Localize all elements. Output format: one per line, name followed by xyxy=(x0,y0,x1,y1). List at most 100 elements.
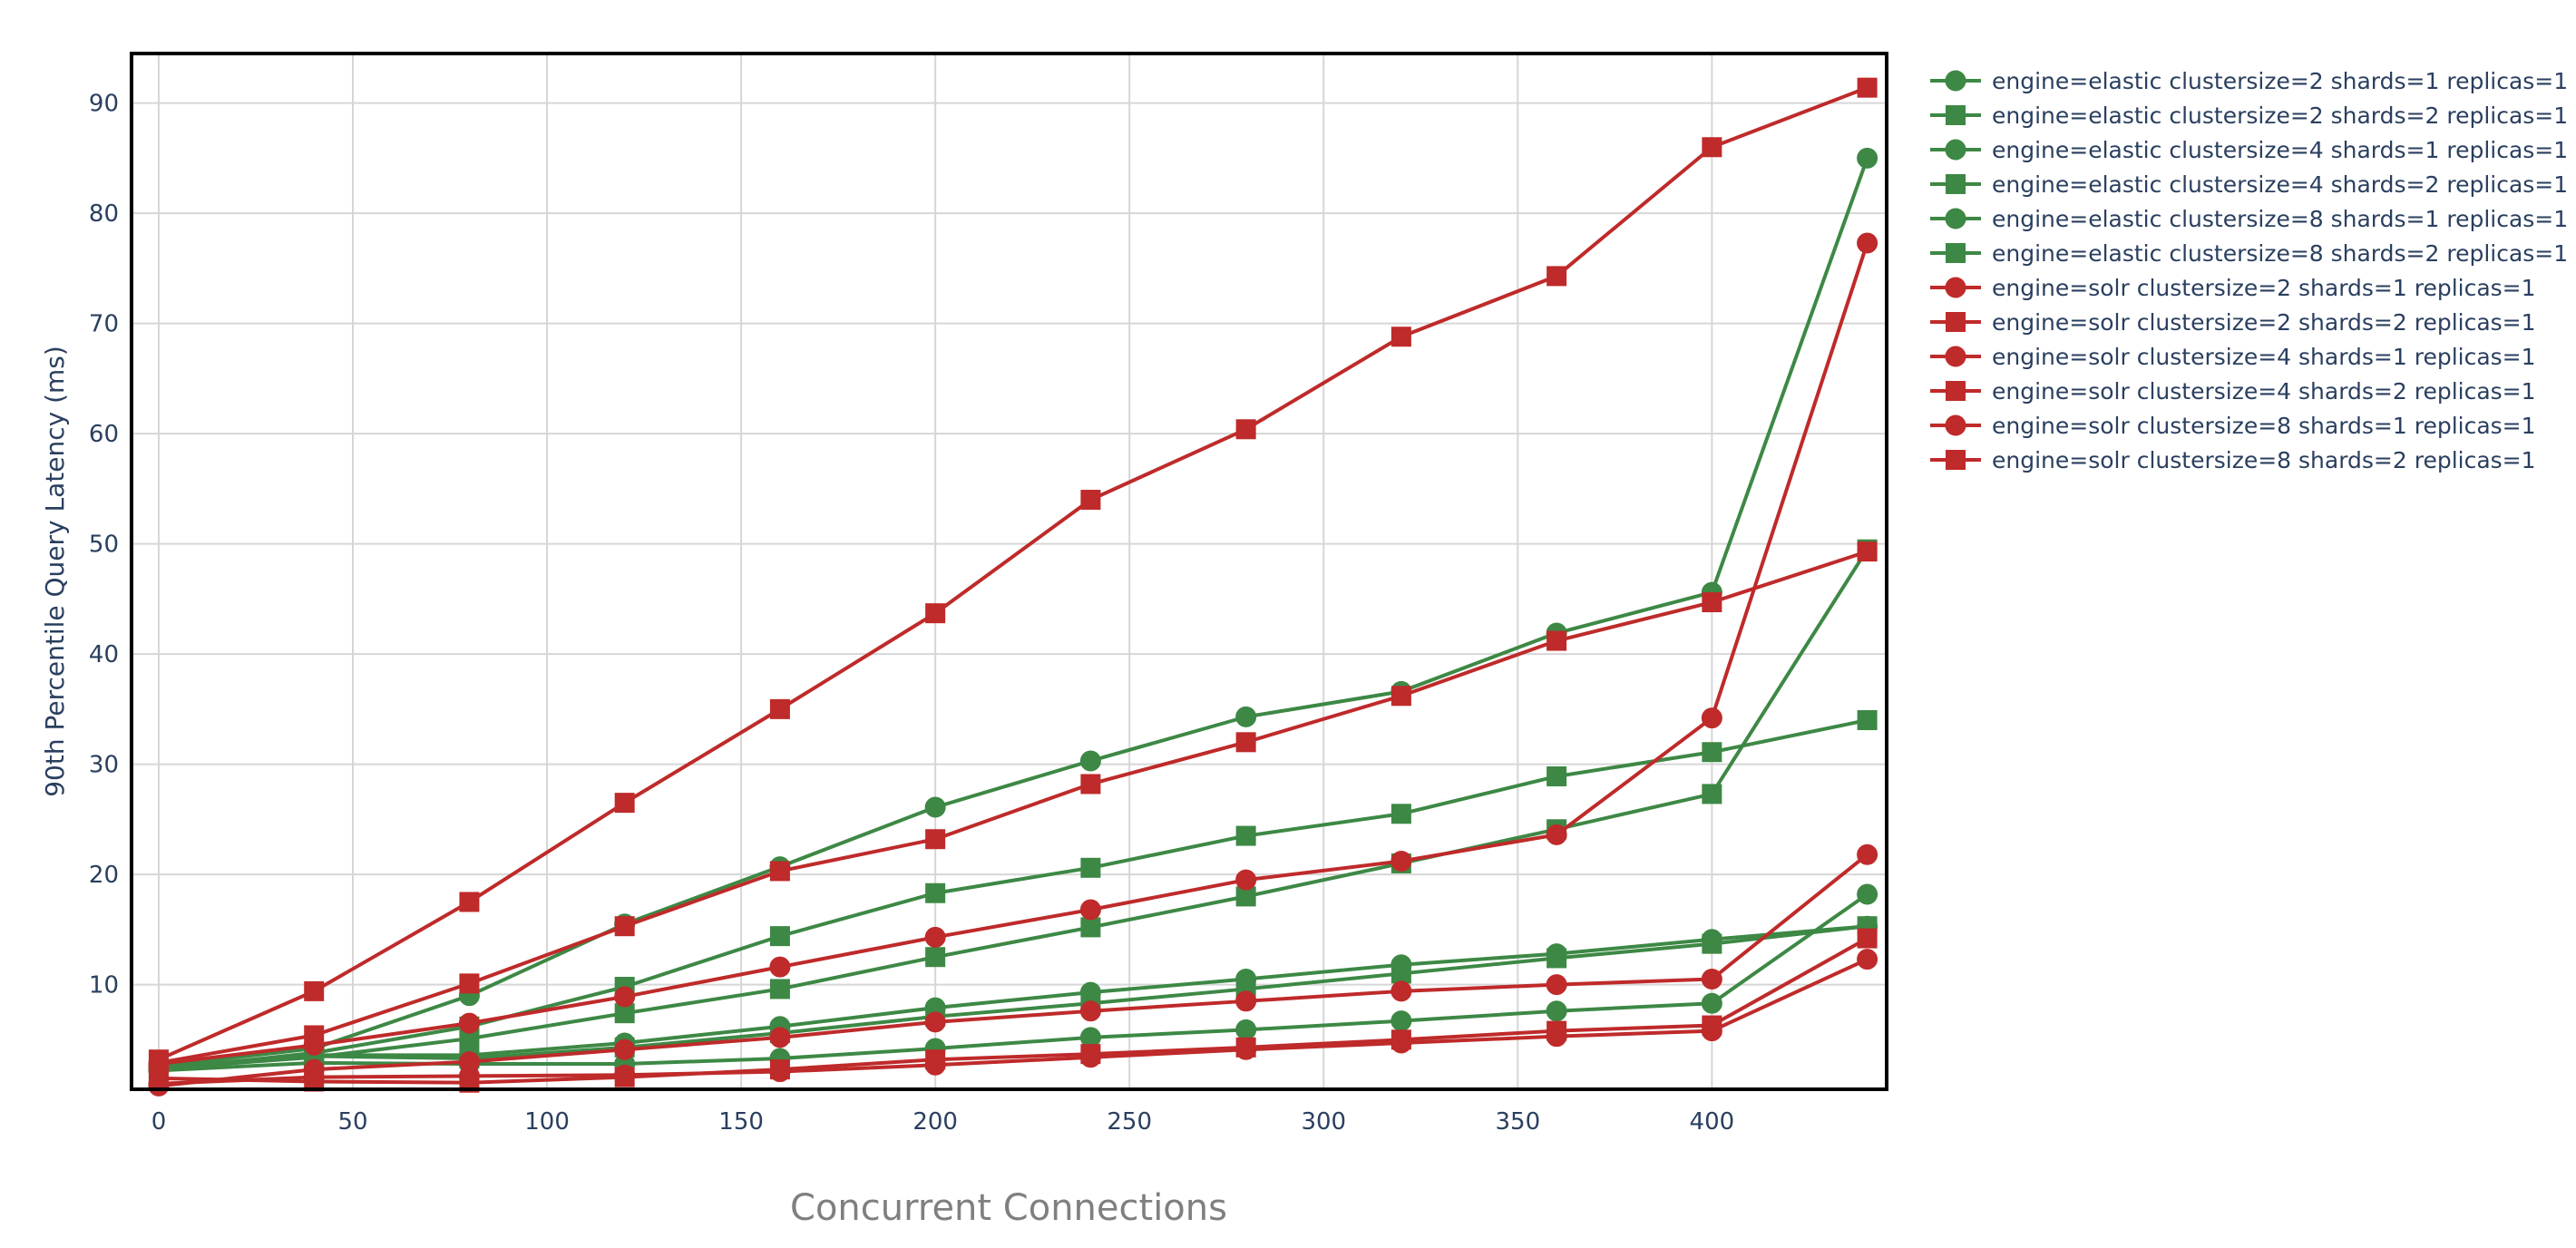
axis-ticks: 0 50 100 150 200 250 300 350 400 10 20 30 40 50 60 70 80… xyxy=(89,91,1734,1136)
x-tick-label: 300 xyxy=(1301,1108,1346,1136)
data-point xyxy=(1547,266,1567,287)
legend-label: engine=elastic clustersize=2 shards=2 re… xyxy=(1992,102,2568,129)
x-tick-label: 100 xyxy=(524,1108,570,1136)
legend-item: engine=solr clustersize=8 shards=1 repli… xyxy=(1930,413,2536,439)
series-line xyxy=(158,924,1868,1069)
data-point xyxy=(1390,804,1411,824)
data-point xyxy=(1235,706,1257,727)
legend-item: engine=elastic clustersize=2 shards=1 re… xyxy=(1930,68,2568,94)
x-tick-label: 350 xyxy=(1495,1108,1540,1136)
legend-item: engine=solr clustersize=2 shards=1 repli… xyxy=(1930,275,2536,301)
data-point xyxy=(1857,232,1878,254)
data-point xyxy=(1390,1029,1411,1050)
data-point xyxy=(1857,710,1878,731)
data-point xyxy=(1546,974,1567,996)
data-point xyxy=(304,1025,325,1046)
legend: engine=elastic clustersize=2 shards=1 re… xyxy=(1930,68,2568,473)
legend-marker xyxy=(1945,414,1966,436)
y-axis-title: 90th Percentile Query Latency (ms) xyxy=(40,346,70,797)
legend-label: engine=solr clustersize=8 shards=1 repli… xyxy=(1992,413,2536,439)
series-line xyxy=(158,853,1869,1088)
data-point xyxy=(1857,147,1878,169)
series-10 xyxy=(148,541,1878,1073)
data-point xyxy=(614,916,635,937)
data-point xyxy=(769,956,791,978)
data-point xyxy=(1702,742,1722,763)
legend-marker xyxy=(1946,105,1966,125)
series-line xyxy=(158,85,1869,1062)
data-point xyxy=(1080,1044,1101,1065)
y-tick-label: 50 xyxy=(89,531,119,559)
data-point xyxy=(1390,963,1411,984)
data-point xyxy=(1547,630,1567,651)
data-point xyxy=(1235,886,1256,907)
data-point xyxy=(459,892,480,912)
data-point xyxy=(614,986,636,1008)
series-line xyxy=(158,718,1868,1072)
data-point xyxy=(1857,883,1878,905)
data-point xyxy=(924,796,946,818)
data-point xyxy=(925,603,946,624)
data-point xyxy=(459,973,480,994)
legend-marker xyxy=(1945,70,1966,92)
legend-label: engine=elastic clustersize=4 shards=2 re… xyxy=(1992,171,2568,198)
legend-marker xyxy=(1946,450,1966,470)
x-tick-label: 400 xyxy=(1690,1108,1735,1136)
data-point xyxy=(1235,869,1257,891)
data-point xyxy=(1235,990,1257,1012)
data-point xyxy=(1390,1010,1412,1032)
series-line xyxy=(158,936,1869,1085)
data-point xyxy=(925,882,946,903)
data-point xyxy=(148,1052,169,1073)
series-line xyxy=(158,957,1869,1086)
data-point xyxy=(1079,1000,1101,1022)
data-point xyxy=(924,926,946,948)
series-line xyxy=(158,548,1869,1070)
data-point xyxy=(459,1029,480,1049)
series-line xyxy=(158,924,1868,1072)
data-point xyxy=(1547,948,1567,969)
legend-item: engine=solr clustersize=4 shards=1 repli… xyxy=(1930,344,2536,370)
data-point xyxy=(1701,707,1722,729)
data-point xyxy=(1702,933,1722,954)
x-axis-title: Concurrent Connections xyxy=(790,1187,1227,1229)
data-point xyxy=(1390,851,1412,873)
data-point xyxy=(1390,327,1411,347)
legend-marker xyxy=(1945,346,1966,367)
data-point xyxy=(1235,1019,1257,1040)
data-point xyxy=(1390,980,1412,1002)
legend-marker xyxy=(1945,277,1966,298)
data-point xyxy=(925,829,946,850)
legend-label: engine=solr clustersize=8 shards=2 repli… xyxy=(1992,447,2536,473)
data-point xyxy=(769,861,790,882)
series-line xyxy=(158,242,1869,1067)
data-point xyxy=(1079,899,1101,921)
data-point xyxy=(1235,419,1256,440)
legend-label: engine=solr clustersize=2 shards=2 repli… xyxy=(1992,309,2536,336)
data-point xyxy=(925,947,946,968)
series-line xyxy=(158,550,1869,1065)
data-point xyxy=(1547,1020,1567,1041)
x-tick-label: 200 xyxy=(912,1108,958,1136)
data-point xyxy=(1079,750,1101,772)
legend-item: engine=elastic clustersize=4 shards=2 re… xyxy=(1930,171,2568,198)
data-point xyxy=(1235,1037,1256,1058)
legend-marker xyxy=(1946,243,1966,263)
y-tick-label: 20 xyxy=(89,862,119,889)
data-point xyxy=(1235,732,1256,753)
y-tick-label: 40 xyxy=(89,641,119,668)
data-point xyxy=(1547,765,1567,786)
data-point xyxy=(1546,1000,1567,1022)
data-point xyxy=(769,1059,790,1080)
legend-marker xyxy=(1946,312,1966,332)
y-tick-label: 30 xyxy=(89,752,119,779)
legend-item: engine=elastic clustersize=8 shards=1 re… xyxy=(1930,206,2568,232)
x-tick-label: 150 xyxy=(718,1108,764,1136)
legend-item: engine=elastic clustersize=8 shards=2 re… xyxy=(1930,240,2568,267)
data-point xyxy=(1701,992,1722,1014)
data-point xyxy=(614,1038,636,1060)
data-point xyxy=(614,1067,635,1087)
data-point xyxy=(304,980,325,1001)
